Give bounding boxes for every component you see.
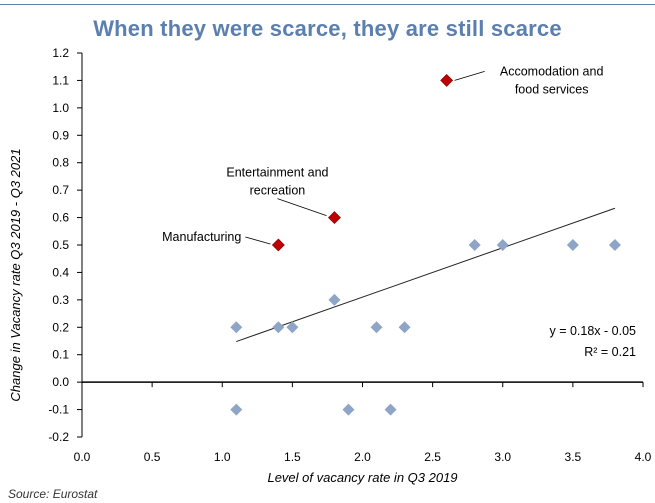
data-point bbox=[398, 321, 411, 334]
annotations: Manufacturing Entertainment and recreation… bbox=[162, 64, 604, 245]
data-point bbox=[384, 403, 397, 416]
y-tick-label: 0.5 bbox=[52, 238, 69, 252]
data-point bbox=[608, 239, 621, 251]
data-point bbox=[468, 239, 481, 251]
y-tick-label: 0.8 bbox=[52, 156, 69, 170]
y-tick-label: 1.2 bbox=[52, 46, 69, 60]
x-tick-label: 1.0 bbox=[214, 450, 231, 464]
r-squared-label: R² = 0.21 bbox=[584, 345, 636, 359]
point-label: Manufacturing bbox=[162, 230, 241, 244]
y-tick-label: 0.0 bbox=[52, 375, 69, 389]
data-point bbox=[496, 239, 509, 251]
y-tick-label: -0.1 bbox=[48, 403, 69, 417]
trendline-equation: y = 0.18x - 0.05 bbox=[549, 324, 636, 338]
highlighted-point bbox=[440, 74, 454, 87]
data-point bbox=[566, 239, 579, 251]
y-tick-label: 1.0 bbox=[52, 101, 69, 115]
title-rule bbox=[0, 4, 655, 5]
data-point bbox=[230, 403, 243, 416]
y-tick-label: 0.1 bbox=[52, 348, 69, 362]
data-point bbox=[286, 321, 299, 334]
x-tick-label: 0.5 bbox=[144, 450, 161, 464]
y-tick-label: 0.9 bbox=[52, 128, 69, 142]
data-point bbox=[328, 293, 341, 306]
point-label: Entertainment and recreation bbox=[226, 166, 328, 198]
highlighted-points bbox=[271, 74, 454, 252]
y-tick-label: 0.4 bbox=[52, 265, 69, 279]
source-note: Source: Eurostat bbox=[8, 487, 98, 501]
chart-title: When they were scarce, they are still sc… bbox=[93, 16, 562, 41]
x-tick-label: 2.5 bbox=[424, 450, 441, 464]
x-tick-label: 0.0 bbox=[74, 450, 91, 464]
y-tick-label: 0.3 bbox=[52, 293, 69, 307]
x-axis-label: Level of vacancy rate in Q3 2019 bbox=[267, 470, 457, 485]
data-point bbox=[370, 321, 383, 334]
leader-line bbox=[277, 198, 327, 216]
highlighted-point bbox=[271, 238, 285, 252]
y-tick-label: -0.2 bbox=[48, 430, 69, 444]
y-tick-labels: -0.2 -0.1 0.0 0.1 0.2 0.3 0.4 0.5 0.6 0.7 0.8 0.9 1.… bbox=[48, 46, 69, 444]
y-tick-label: 0.7 bbox=[52, 183, 69, 197]
x-tick-label: 2.0 bbox=[354, 450, 371, 464]
x-tick-label: 1.5 bbox=[284, 450, 301, 464]
data-points bbox=[230, 239, 621, 416]
data-point bbox=[272, 321, 285, 334]
highlighted-point bbox=[328, 211, 341, 224]
x-tick-marks bbox=[77, 52, 644, 438]
leader-line bbox=[245, 236, 271, 245]
x-tick-label: 3.0 bbox=[494, 450, 511, 464]
y-tick-label: 1.1 bbox=[52, 73, 69, 87]
x-tick-label: 4.0 bbox=[635, 450, 652, 464]
trendline bbox=[236, 207, 616, 343]
y-tick-label: 0.2 bbox=[52, 320, 69, 334]
x-tick-label: 3.5 bbox=[565, 450, 582, 464]
y-axis-label: Change in Vacancy rate Q3 2019 - Q3 2021 bbox=[8, 148, 23, 401]
x-tick-labels: 0.0 0.5 1.0 1.5 2.0 2.5 3.0 3.5 4.0 bbox=[74, 450, 652, 464]
data-point bbox=[230, 321, 243, 334]
data-point bbox=[342, 403, 355, 416]
point-label: Accomodation and food services bbox=[500, 64, 604, 96]
leader-line bbox=[454, 71, 485, 81]
y-tick-label: 0.6 bbox=[52, 211, 69, 225]
